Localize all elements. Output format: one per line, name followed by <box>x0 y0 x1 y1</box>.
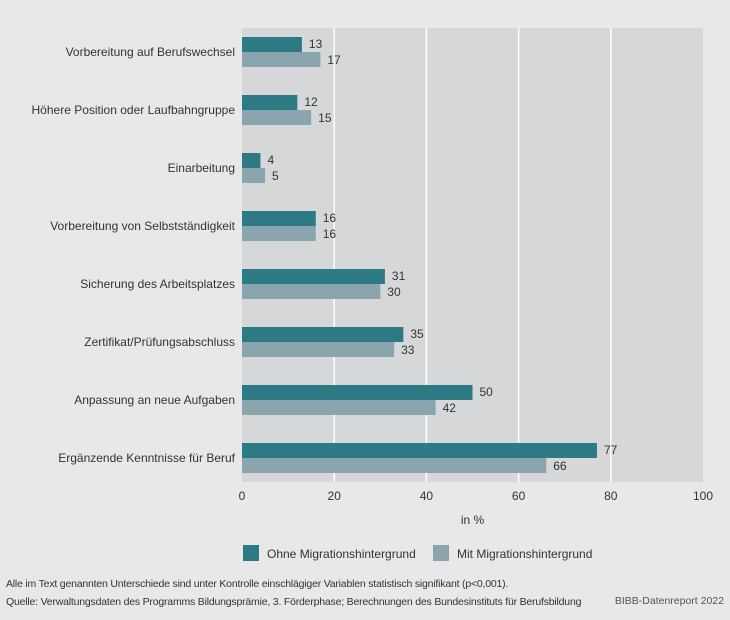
credit: BIBB-Datenreport 2022 <box>614 595 724 607</box>
x-tick-label: 60 <box>512 489 526 503</box>
data-label: 13 <box>309 37 323 51</box>
legend-label: Ohne Migrationshintergrund <box>267 547 416 561</box>
data-label: 5 <box>272 169 279 183</box>
bar <box>242 211 316 226</box>
bar <box>242 284 381 299</box>
x-tick-label: 0 <box>239 489 246 503</box>
bar <box>242 327 404 342</box>
source-note: Quelle: Verwaltungsdaten des Programms B… <box>6 596 582 608</box>
data-label: 33 <box>401 343 415 357</box>
x-tick-label: 40 <box>420 489 434 503</box>
bar <box>242 443 597 458</box>
category-label: Sicherung des Arbeitsplatzes <box>80 277 235 291</box>
data-label: 42 <box>443 401 457 415</box>
bar <box>242 168 266 183</box>
bar <box>242 458 547 473</box>
category-label: Zertifikat/Prüfungsabschluss <box>84 335 235 349</box>
bar <box>242 37 302 52</box>
data-label: 4 <box>267 153 274 167</box>
x-tick-label: 100 <box>693 489 713 503</box>
legend-swatch <box>433 545 449 561</box>
data-label: 66 <box>553 459 567 473</box>
bar <box>242 385 473 400</box>
category-label: Anpassung an neue Aufgaben <box>74 393 235 407</box>
bar <box>242 342 395 357</box>
x-tick-label: 20 <box>328 489 342 503</box>
bar <box>242 110 312 125</box>
data-label: 16 <box>323 227 337 241</box>
data-label: 77 <box>604 443 618 457</box>
data-label: 30 <box>387 285 401 299</box>
data-label: 17 <box>327 53 341 67</box>
data-label: 12 <box>304 95 318 109</box>
data-label: 16 <box>323 211 337 225</box>
bar <box>242 226 316 241</box>
bar <box>242 95 298 110</box>
footnote: Alle im Text genannten Unterschiede sind… <box>6 578 509 590</box>
legend-label: Mit Migrationshintergrund <box>457 547 592 561</box>
category-label: Ergänzende Kenntnisse für Beruf <box>58 451 235 465</box>
data-label: 31 <box>392 269 406 283</box>
data-label: 15 <box>318 111 332 125</box>
category-label: Höhere Position oder Laufbahngruppe <box>32 103 236 117</box>
category-label: Vorbereitung von Selbstständigkeit <box>50 219 235 233</box>
data-label: 50 <box>480 385 494 399</box>
bar <box>242 153 261 168</box>
legend-swatch <box>243 545 259 561</box>
bar <box>242 400 436 415</box>
bar <box>242 269 385 284</box>
category-label: Vorbereitung auf Berufswechsel <box>66 45 235 59</box>
x-axis-label: in % <box>461 513 485 527</box>
category-label: Einarbeitung <box>168 161 235 175</box>
bar <box>242 52 321 67</box>
data-label: 35 <box>410 327 424 341</box>
x-tick-label: 80 <box>604 489 618 503</box>
